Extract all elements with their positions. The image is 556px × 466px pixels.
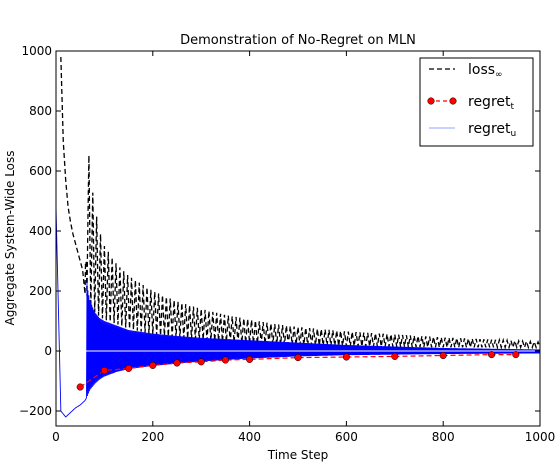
legend-label: regrett <box>468 94 515 112</box>
x-tick-label: 0 <box>52 430 60 444</box>
x-tick-label: 200 <box>141 430 164 444</box>
regret-t-marker <box>342 353 350 361</box>
plot-frame <box>55 50 541 427</box>
y-tick-label: 0 <box>44 344 52 358</box>
regret-t-marker <box>221 356 229 364</box>
y-tick-label: 600 <box>29 164 52 178</box>
y-tick-label: −200 <box>19 404 52 418</box>
legend-box <box>419 57 534 147</box>
x-tick-label: 600 <box>335 430 358 444</box>
regret-t-series-line <box>79 354 516 388</box>
regret-t-marker <box>246 355 254 363</box>
x-tick-label: 400 <box>238 430 261 444</box>
regret-t-marker <box>294 354 302 362</box>
regret-t-marker <box>391 352 399 360</box>
x-axis-label: Time Step <box>267 448 329 462</box>
regret-t-marker <box>125 364 133 372</box>
y-tick-label: 800 <box>29 104 52 118</box>
y-tick-label: 400 <box>29 224 52 238</box>
regret-t-marker <box>76 383 84 391</box>
regret-t-marker <box>100 366 108 375</box>
series-layer <box>56 56 540 418</box>
regret-u-series-line <box>56 206 540 418</box>
regret-t-marker <box>197 358 205 366</box>
legend-label: loss∞ <box>468 62 503 80</box>
regret-t-marker <box>173 359 181 367</box>
legend-regret-t-marker <box>427 97 435 105</box>
x-tick-label: 800 <box>432 430 455 444</box>
y-axis-label: Aggregate System-Wide Loss <box>3 150 17 325</box>
regret-t-marker <box>512 351 520 359</box>
chart-title: Demonstration of No-Regret on MLN <box>180 33 416 48</box>
regret-t-marker <box>149 361 157 369</box>
y-tick-label: 1000 <box>21 44 52 58</box>
y-tick-label: 200 <box>29 284 52 298</box>
legend: loss∞ regrett regretu <box>419 57 534 147</box>
regret-t-marker <box>439 351 447 360</box>
legend-label: regretu <box>468 121 516 139</box>
regret-t-marker <box>488 351 496 359</box>
legend-regret-t-marker <box>449 97 457 105</box>
x-tick-label: 1000 <box>525 430 556 444</box>
